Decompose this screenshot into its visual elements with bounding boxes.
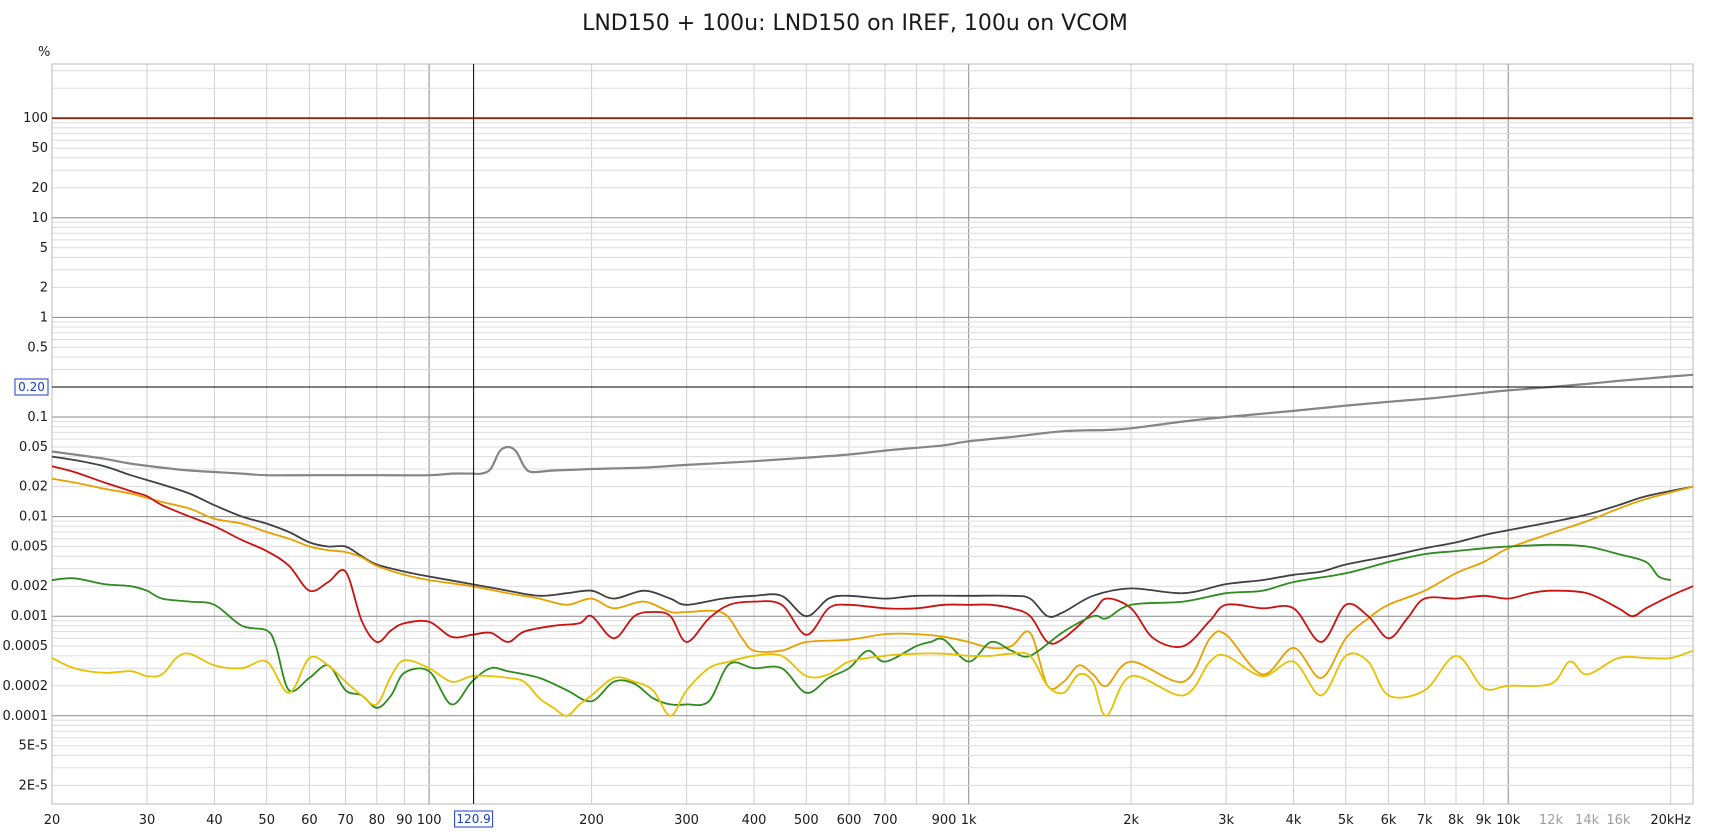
- cursor[interactable]: 0.20 120.9: [14, 64, 1693, 828]
- x-tick-label: 3k: [1218, 813, 1234, 828]
- y-tick-label: 5: [40, 241, 48, 256]
- cursor-x-label: 120.9: [456, 812, 490, 826]
- y-tick-label: 0.5: [27, 340, 48, 355]
- series-group: [51, 117, 1694, 717]
- x-tick-label: 90: [396, 813, 413, 828]
- x-tick-label: 20: [44, 813, 61, 828]
- y-tick-label: 10: [31, 211, 48, 226]
- y-tick-label: 0.0002: [3, 679, 49, 694]
- y-tick-label: 0.05: [19, 440, 48, 455]
- series-line-2: [51, 373, 1694, 477]
- cursor-y-label: 0.20: [18, 380, 45, 394]
- x-tick-label: 7k: [1417, 813, 1433, 828]
- x-tick-label: 40: [206, 813, 223, 828]
- y-unit-label: %: [38, 45, 50, 60]
- y-tick-label: 2: [40, 280, 48, 295]
- cursor-y-label-box: [14, 378, 49, 396]
- cursor-x-label-box: [454, 810, 494, 828]
- x-tick-label: 5k: [1338, 813, 1354, 828]
- grid: [51, 64, 1693, 804]
- x-tick-label: 50: [258, 813, 275, 828]
- series-line-3: [51, 455, 1694, 618]
- x-tick-label: 4k: [1286, 813, 1302, 828]
- x-tick-label: 500: [794, 813, 819, 828]
- y-tick-label: 1: [40, 310, 48, 325]
- x-tick-label: 600: [837, 813, 862, 828]
- y-tick-label: 0.1: [27, 410, 48, 425]
- x-tick-label: 80: [369, 813, 386, 828]
- x-tick-label: 8k: [1448, 813, 1464, 828]
- x-axis: 20 30 40 50 60 70 80 90 100 200 300 400 500 600 700 900…: [44, 813, 1691, 828]
- x-tick-label: 300: [674, 813, 699, 828]
- x-tick-label: 30: [139, 813, 156, 828]
- x-tick-label: 100: [417, 813, 442, 828]
- series-line-7: [51, 649, 1694, 717]
- series-line-5: [51, 465, 1694, 648]
- x-tick-label: 700: [873, 813, 898, 828]
- y-tick-label: 0.001: [11, 609, 48, 624]
- y-tick-label: 0.0001: [3, 709, 49, 724]
- x-tick-label: 900: [932, 813, 957, 828]
- y-tick-label: 0.002: [11, 579, 48, 594]
- y-tick-label: 5E-5: [19, 739, 48, 754]
- y-tick-label: 0.02: [19, 480, 48, 495]
- x-tick-label: 6k: [1381, 813, 1397, 828]
- x-tick-label: 1k: [961, 813, 977, 828]
- plot-frame: [51, 63, 1694, 805]
- y-tick-label: 0.01: [19, 510, 48, 525]
- y-tick-label: 20: [31, 181, 48, 196]
- x-tick-label: 16k: [1606, 813, 1631, 828]
- x-tick-label: 70: [337, 813, 354, 828]
- x-tick-label: 12k: [1539, 813, 1564, 828]
- series-line-6: [51, 543, 1671, 709]
- y-tick-label: 2E-5: [19, 778, 48, 793]
- x-tick-label: 2k: [1123, 813, 1139, 828]
- series-line-4: [51, 477, 1694, 690]
- y-axis: 100 50 20 10 5 2 1 0.5 0.1 0.05 0.02 0.01 0.005 0.002…: [3, 111, 49, 793]
- y-tick-label: 50: [31, 141, 48, 156]
- y-tick-label: 100: [23, 111, 48, 126]
- x-tick-label: 60: [301, 813, 318, 828]
- chart-title: LND150 + 100u: LND150 on IREF, 100u on V…: [582, 11, 1128, 36]
- x-tick-label: 9k: [1476, 813, 1492, 828]
- x-tick-label: 10k: [1496, 813, 1521, 828]
- y-tick-label: 0.0005: [3, 639, 49, 654]
- x-tick-label: 20kHz: [1650, 813, 1691, 828]
- x-tick-label: 14k: [1575, 813, 1600, 828]
- y-tick-label: 0.005: [11, 540, 48, 555]
- x-tick-label: 400: [742, 813, 767, 828]
- x-tick-label: 200: [579, 813, 604, 828]
